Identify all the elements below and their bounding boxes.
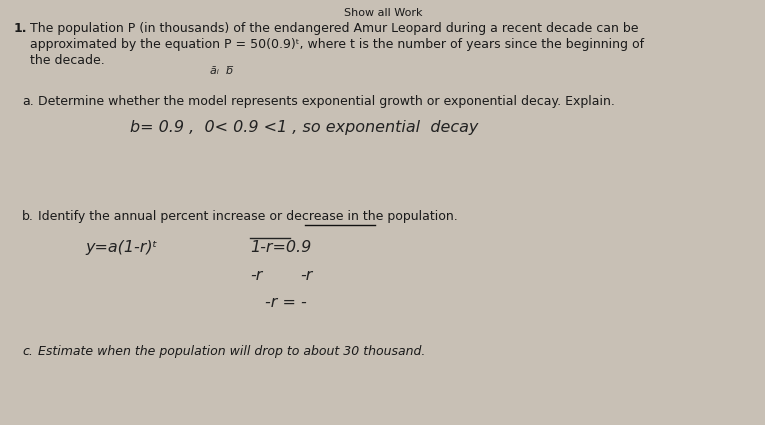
Text: a.: a.	[22, 95, 34, 108]
Text: c.: c.	[22, 345, 33, 358]
Text: b.: b.	[22, 210, 34, 223]
Text: b= 0.9 ,  0< 0.9 <1 , so exponential  decay: b= 0.9 , 0< 0.9 <1 , so exponential deca…	[130, 120, 478, 135]
Text: Determine whether the model represents exponential growth or exponential decay. : Determine whether the model represents e…	[38, 95, 615, 108]
Text: Estimate when the population will drop to about 30 thousand.: Estimate when the population will drop t…	[38, 345, 425, 358]
Text: The population P (in thousands) of the endangered Amur Leopard during a recent d: The population P (in thousands) of the e…	[30, 22, 639, 35]
Text: 1-r=0.9: 1-r=0.9	[250, 240, 311, 255]
Text: approximated by the equation P = 50(0.9)ᵗ, where t is the number of years since : approximated by the equation P = 50(0.9)…	[30, 38, 644, 51]
Text: -r = -: -r = -	[265, 295, 307, 310]
Text: 1.: 1.	[14, 22, 28, 35]
Text: the decade.: the decade.	[30, 54, 105, 67]
Text: -r: -r	[300, 268, 312, 283]
Text: āᵢ  b̅: āᵢ b̅	[210, 66, 233, 76]
Text: Identify the annual percent increase or decrease in the population.: Identify the annual percent increase or …	[38, 210, 457, 223]
Text: y=a(1-r)ᵗ: y=a(1-r)ᵗ	[85, 240, 158, 255]
Text: -r: -r	[250, 268, 262, 283]
Text: Show all Work: Show all Work	[343, 8, 422, 18]
